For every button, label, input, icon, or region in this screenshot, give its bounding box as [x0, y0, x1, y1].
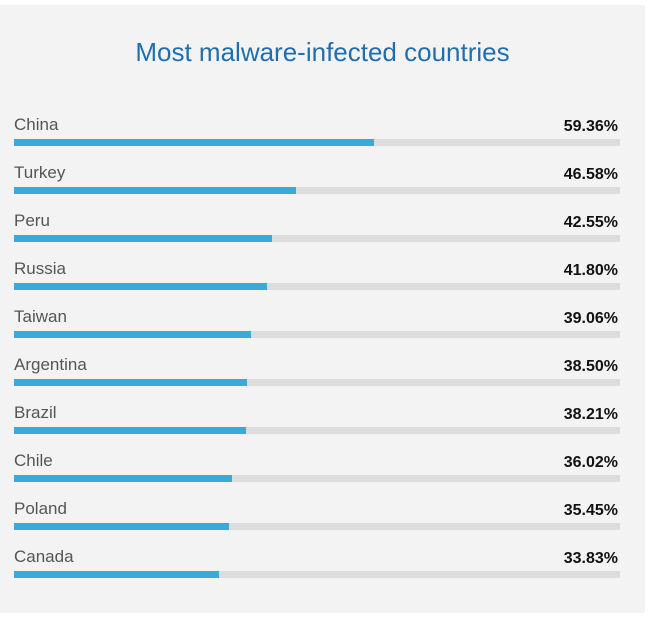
- bar: [14, 187, 296, 194]
- bar: [14, 523, 229, 530]
- chart-title: Most malware-infected countries: [135, 37, 510, 67]
- bar: [14, 235, 272, 242]
- category-label: Poland: [14, 499, 67, 518]
- bar: [14, 331, 251, 338]
- bar: [14, 475, 232, 482]
- value-label: 59.36%: [563, 118, 618, 135]
- bar: [14, 283, 267, 290]
- bar-row: China 59.36%: [14, 115, 620, 155]
- category-label: Argentina: [14, 355, 87, 374]
- bar: [14, 139, 374, 146]
- value-label: 38.50%: [563, 358, 618, 375]
- category-label: Russia: [14, 259, 66, 278]
- bar-row: Russia 41.80%: [14, 259, 620, 299]
- bar-track: [14, 139, 620, 146]
- value-label: 39.06%: [563, 310, 618, 327]
- category-label: Turkey: [14, 163, 66, 182]
- bar-row: Chile 36.02%: [14, 451, 620, 491]
- bar: [14, 571, 219, 578]
- value-label: 41.80%: [563, 262, 618, 279]
- bar-track: [14, 475, 620, 482]
- bar-track: [14, 571, 620, 578]
- bar-track: [14, 427, 620, 434]
- bar-row: Brazil 38.21%: [14, 403, 620, 443]
- bar-track: [14, 235, 620, 242]
- category-label: Chile: [14, 451, 53, 470]
- value-label: 42.55%: [563, 214, 618, 231]
- bar-track: [14, 283, 620, 290]
- bar: [14, 379, 247, 386]
- value-label: 33.83%: [563, 550, 618, 567]
- bar-track: [14, 187, 620, 194]
- bar-row: Canada 33.83%: [14, 547, 620, 587]
- bar-row: Argentina 38.50%: [14, 355, 620, 395]
- category-label: China: [14, 115, 59, 134]
- bar: [14, 427, 246, 434]
- value-label: 46.58%: [563, 166, 618, 183]
- category-label: Peru: [14, 211, 50, 230]
- chart-panel: Most malware-infected countries China 59.…: [0, 5, 645, 613]
- bar-row: Turkey 46.58%: [14, 163, 620, 203]
- bar-row: Taiwan 39.06%: [14, 307, 620, 347]
- value-label: 36.02%: [563, 454, 618, 471]
- value-label: 38.21%: [563, 406, 618, 423]
- bar-row: Peru 42.55%: [14, 211, 620, 251]
- bar-row: Poland 35.45%: [14, 499, 620, 539]
- category-label: Canada: [14, 547, 74, 566]
- bar-track: [14, 523, 620, 530]
- category-label: Taiwan: [14, 307, 67, 326]
- value-label: 35.45%: [563, 502, 618, 519]
- bar-track: [14, 331, 620, 338]
- category-label: Brazil: [14, 403, 57, 422]
- bar-track: [14, 379, 620, 386]
